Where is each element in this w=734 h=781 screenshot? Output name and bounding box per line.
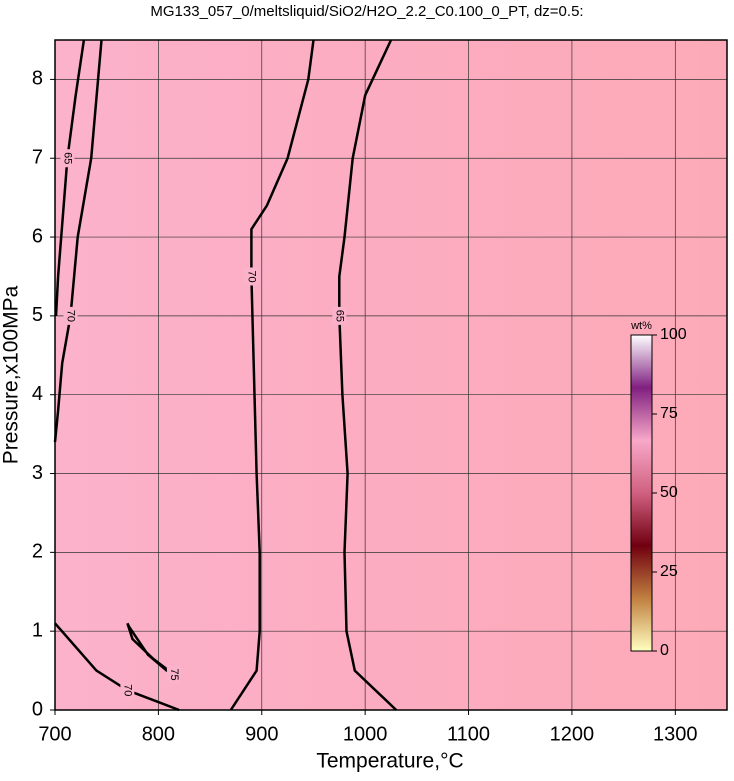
contour-label-bg [244, 267, 259, 286]
colorbar-tick-label: 25 [660, 563, 678, 580]
contours: 70 65 70 65 70 75 [53, 39, 398, 712]
x-tick-label: 900 [245, 723, 278, 745]
contour-label: 70 [246, 270, 258, 282]
colorbar-tick-label: 0 [660, 642, 669, 659]
x-tick-label: 1100 [447, 723, 490, 745]
y-tick-label: 1 [32, 619, 43, 641]
contour-label-bg [332, 306, 347, 325]
plot-background [55, 40, 727, 710]
y-tick-label: 2 [32, 541, 43, 563]
x-tick-label: 1000 [343, 723, 388, 745]
y-tick-label: 4 [32, 383, 43, 405]
contour-line [54, 622, 180, 712]
y-axis-title: Pressure,x100MPa [0, 285, 23, 464]
contour-label: 70 [121, 684, 133, 696]
chart-title: MG133_057_0/meltsliquid/SiO2/H2O_2.2_C0.… [150, 3, 583, 20]
y-tick-label: 5 [32, 304, 43, 326]
contour-label: 75 [168, 668, 180, 680]
contour-label-bg [60, 149, 75, 168]
colorbar: 0 25 50 75 100 wt% [630, 320, 687, 659]
contour-line [54, 39, 86, 316]
y-tick-label: 6 [32, 225, 43, 247]
contour-line [229, 39, 315, 711]
x-tick-label: 700 [38, 723, 71, 745]
y-tick-label: 3 [32, 462, 43, 484]
colorbar-tick-label: 75 [660, 405, 678, 422]
colorbar-tick-label: 100 [660, 326, 687, 343]
y-tick-label: 8 [32, 68, 43, 90]
y-tick-label: 0 [32, 698, 43, 720]
x-tick-label: 800 [142, 723, 175, 745]
x-axis-title: Temperature,°C [316, 750, 463, 773]
colorbar-label: wt% [630, 320, 652, 332]
contour-label-bg [63, 306, 78, 325]
plot-frame [54, 39, 728, 711]
colorbar-scale [630, 334, 653, 652]
grid [54, 40, 727, 711]
colorbar-tick-label: 50 [660, 484, 678, 501]
contour-line [338, 39, 398, 711]
x-tick-label: 1300 [653, 723, 698, 745]
contour-label-bg [120, 681, 135, 700]
y-tick-label: 7 [32, 147, 43, 169]
contour-label: 65 [61, 152, 73, 164]
contour-label: 70 [65, 310, 77, 322]
contour-label-bg [166, 665, 181, 684]
x-tick-label: 1200 [550, 723, 595, 745]
contour-label: 65 [333, 310, 345, 322]
